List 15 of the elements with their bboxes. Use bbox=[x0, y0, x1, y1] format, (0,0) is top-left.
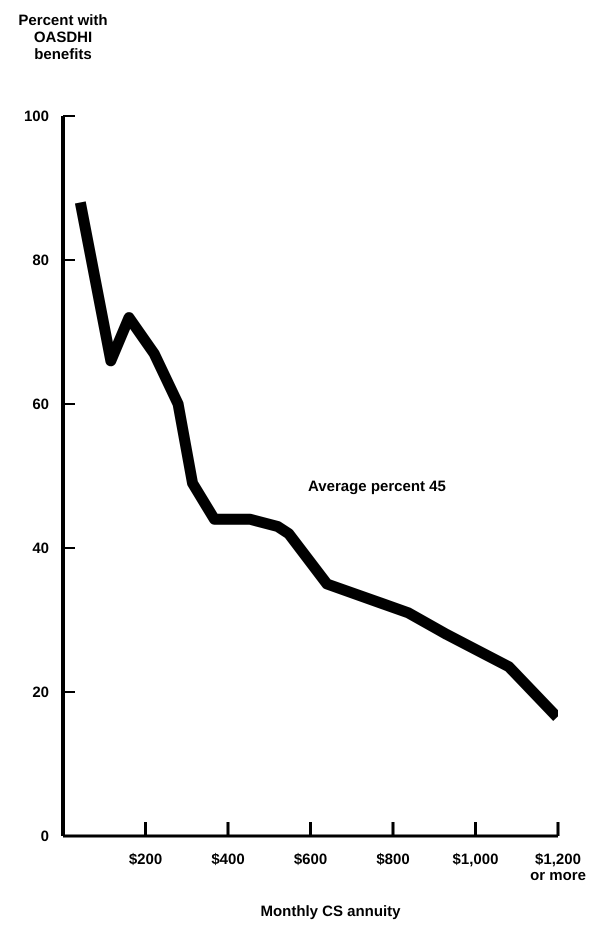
y-tick-label: 0 bbox=[40, 828, 49, 845]
x-tick-label: $600 bbox=[294, 851, 328, 868]
x-tick-label: $400 bbox=[211, 851, 245, 868]
x-axis-title: Monthly CS annuity bbox=[260, 903, 402, 920]
y-axis-title: Percent with OASDHI benefits bbox=[17, 12, 109, 63]
y-tick-label: 100 bbox=[24, 108, 49, 125]
x-tick-label: $200 bbox=[128, 851, 162, 868]
y-tick-label: 40 bbox=[32, 540, 49, 557]
y-tick-label: 60 bbox=[32, 396, 49, 413]
x-tick-label: $1,200 or more bbox=[530, 851, 586, 884]
x-tick-label: $800 bbox=[376, 851, 410, 868]
y-tick-label: 80 bbox=[32, 252, 49, 269]
annotation: Average percent 45 bbox=[308, 478, 446, 495]
x-tick-label: $1,000 bbox=[452, 851, 498, 868]
y-tick-label: 20 bbox=[32, 684, 49, 701]
